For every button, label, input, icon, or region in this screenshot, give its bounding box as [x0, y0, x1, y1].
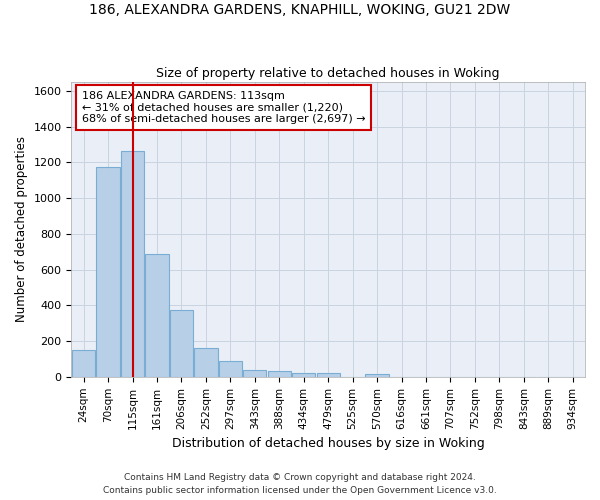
Text: Contains HM Land Registry data © Crown copyright and database right 2024.
Contai: Contains HM Land Registry data © Crown c…: [103, 474, 497, 495]
Text: 186 ALEXANDRA GARDENS: 113sqm
← 31% of detached houses are smaller (1,220)
68% o: 186 ALEXANDRA GARDENS: 113sqm ← 31% of d…: [82, 91, 365, 124]
Bar: [243, 370, 266, 377]
Bar: [97, 167, 120, 377]
Bar: [317, 373, 340, 377]
Bar: [72, 350, 95, 377]
Bar: [268, 372, 291, 377]
Bar: [145, 254, 169, 377]
Y-axis label: Number of detached properties: Number of detached properties: [15, 136, 28, 322]
X-axis label: Distribution of detached houses by size in Woking: Distribution of detached houses by size …: [172, 437, 485, 450]
Bar: [121, 151, 144, 377]
Bar: [365, 374, 389, 377]
Bar: [170, 310, 193, 377]
Bar: [292, 373, 316, 377]
Bar: [219, 360, 242, 377]
Bar: [194, 348, 218, 377]
Text: 186, ALEXANDRA GARDENS, KNAPHILL, WOKING, GU21 2DW: 186, ALEXANDRA GARDENS, KNAPHILL, WOKING…: [89, 2, 511, 16]
Title: Size of property relative to detached houses in Woking: Size of property relative to detached ho…: [157, 66, 500, 80]
